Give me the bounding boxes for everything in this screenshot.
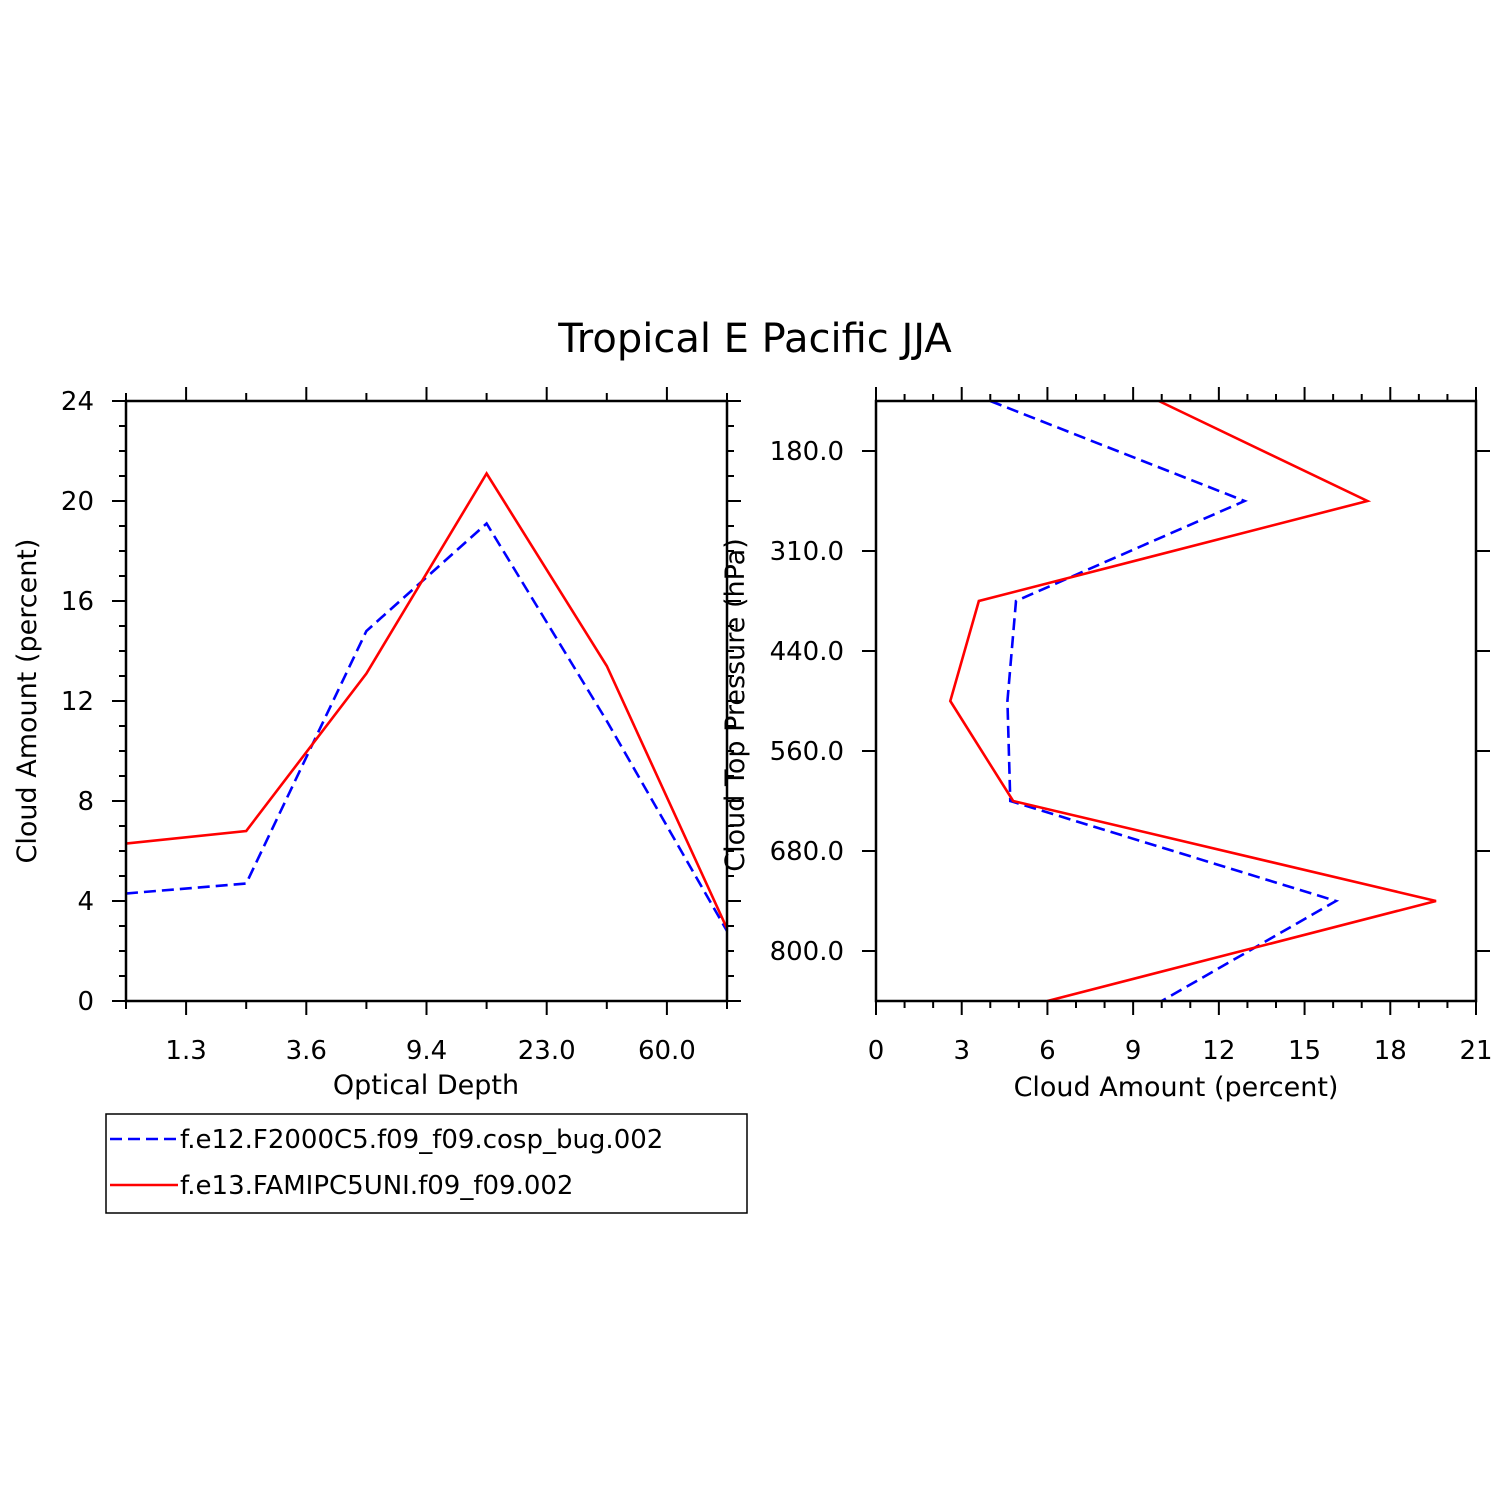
right-y-tick-label: 800.0 (770, 937, 844, 967)
right-series-line-0 (989, 399, 1340, 1003)
legend: f.e12.F2000C5.f09_f09.cosp_bug.002 f.e13… (105, 1113, 748, 1214)
right-y-tick-label: 680.0 (770, 837, 844, 867)
right-x-tick-label: 12 (1202, 1036, 1235, 1066)
left-y-tick-label: 24 (61, 387, 94, 417)
legend-label-1: f.e13.FAMIPC5UNI.f09_f09.002 (180, 1171, 573, 1201)
right-y-tick-label: 310.0 (770, 537, 844, 567)
right-y-axis-label: Cloud Top Pressure (hPa) (720, 538, 751, 872)
left-x-tick-label: 3.6 (286, 1036, 327, 1066)
legend-entry-1: f.e13.FAMIPC5UNI.f09_f09.002 (110, 1171, 573, 1201)
left-y-axis-label: Cloud Amount (percent) (12, 539, 43, 864)
left-x-tick-label: 23.0 (518, 1036, 576, 1066)
left-x-tick-label: 60.0 (638, 1036, 696, 1066)
legend-box (105, 1113, 748, 1214)
right-y-tick-label: 560.0 (770, 737, 844, 767)
left-y-tick-label: 8 (77, 787, 94, 817)
right-x-tick-label: 0 (868, 1036, 885, 1066)
left-y-tick-label: 0 (77, 987, 94, 1017)
right-panel: 0 3 6 9 12 15 18 21 180.0 310.0 440.0 560.0 680.0 800… (720, 387, 1493, 1103)
legend-entry-0: f.e12.F2000C5.f09_f09.cosp_bug.002 (110, 1125, 663, 1155)
left-plot-frame (124, 399, 729, 1003)
right-x-tick-label: 15 (1288, 1036, 1321, 1066)
right-series-line-1 (948, 399, 1437, 1003)
left-y-tick-label: 12 (61, 687, 94, 717)
right-x-tick-label: 21 (1459, 1036, 1492, 1066)
left-series-line-0 (125, 521, 729, 932)
right-x-tick-label: 6 (1039, 1036, 1056, 1066)
left-y-tick-label: 16 (61, 587, 94, 617)
left-y-tick-label: 20 (61, 487, 94, 517)
right-x-tick-label: 9 (1125, 1036, 1142, 1066)
right-x-tick-label: 3 (953, 1036, 970, 1066)
right-y-tick-label: 180.0 (770, 437, 844, 467)
left-y-tick-label: 4 (77, 887, 94, 917)
right-x-tick-label: 18 (1374, 1036, 1407, 1066)
left-x-tick-label: 1.3 (165, 1036, 206, 1066)
left-series-line-1 (125, 471, 729, 930)
left-x-tick-label: 9.4 (406, 1036, 447, 1066)
chart-title: Tropical E Pacific JJA (557, 316, 952, 362)
right-plot-frame (874, 399, 1478, 1003)
left-panel: 1.3 3.6 9.4 23.0 60.0 0 4 8 12 16 20 24 Optical Dep… (12, 387, 741, 1101)
right-x-axis-label: Cloud Amount (percent) (1014, 1072, 1339, 1103)
right-y-tick-label: 440.0 (770, 637, 844, 667)
left-x-axis-label: Optical Depth (333, 1070, 519, 1101)
legend-label-0: f.e12.F2000C5.f09_f09.cosp_bug.002 (180, 1125, 663, 1155)
